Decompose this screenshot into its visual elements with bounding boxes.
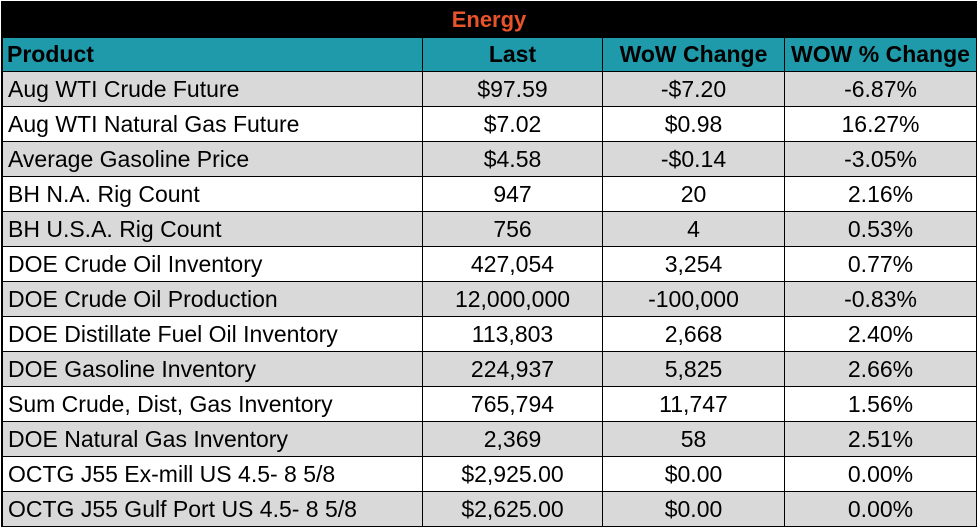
- cell-product: DOE Gasoline Inventory: [2, 351, 423, 387]
- table-row: Aug WTI Crude Future $97.59 -$7.20 -6.87%: [2, 71, 977, 107]
- cell-wow-change: -100,000: [602, 281, 785, 317]
- cell-wow-change: 58: [602, 421, 785, 457]
- cell-wow-change: -$0.14: [602, 141, 785, 177]
- cell-wow-change: 20: [602, 176, 785, 212]
- table-row: DOE Natural Gas Inventory 2,369 58 2.51%: [2, 421, 977, 457]
- cell-last: 224,937: [422, 351, 603, 387]
- cell-product: BH U.S.A. Rig Count: [2, 211, 423, 247]
- cell-wow-change: -$7.20: [602, 71, 785, 107]
- cell-wow-pct-change: 2.40%: [784, 316, 977, 352]
- header-wow-pct-change: WOW % Change: [784, 37, 977, 72]
- cell-wow-pct-change: -3.05%: [784, 141, 977, 177]
- header-product: Product: [2, 37, 423, 72]
- cell-last: $97.59: [422, 71, 603, 107]
- cell-product: DOE Natural Gas Inventory: [2, 421, 423, 457]
- cell-wow-change: 5,825: [602, 351, 785, 387]
- cell-product: Aug WTI Natural Gas Future: [2, 106, 423, 142]
- table-row: DOE Crude Oil Production 12,000,000 -100,0…: [2, 281, 977, 317]
- cell-wow-pct-change: -6.87%: [784, 71, 977, 107]
- cell-product: OCTG J55 Gulf Port US 4.5- 8 5/8: [2, 491, 423, 527]
- cell-product: BH N.A. Rig Count: [2, 176, 423, 212]
- table-row: OCTG J55 Gulf Port US 4.5- 8 5/8 $2,625.0…: [2, 491, 977, 527]
- cell-wow-pct-change: 2.66%: [784, 351, 977, 387]
- cell-wow-pct-change: 16.27%: [784, 106, 977, 142]
- table-row: DOE Gasoline Inventory 224,937 5,825 2.66%: [2, 351, 977, 387]
- cell-last: 2,369: [422, 421, 603, 457]
- cell-wow-pct-change: -0.83%: [784, 281, 977, 317]
- header-last: Last: [422, 37, 603, 72]
- cell-product: DOE Crude Oil Inventory: [2, 246, 423, 282]
- cell-wow-change: 4: [602, 211, 785, 247]
- cell-wow-pct-change: 2.16%: [784, 176, 977, 212]
- cell-wow-change: 11,747: [602, 386, 785, 422]
- cell-product: Average Gasoline Price: [2, 141, 423, 177]
- cell-wow-change: $0.00: [602, 491, 785, 527]
- cell-last: $7.02: [422, 106, 603, 142]
- cell-wow-change: $0.98: [602, 106, 785, 142]
- cell-wow-pct-change: 0.77%: [784, 246, 977, 282]
- cell-last: 113,803: [422, 316, 603, 352]
- cell-last: 756: [422, 211, 603, 247]
- table-row: Average Gasoline Price $4.58 -$0.14 -3.05%: [2, 141, 977, 177]
- table-row: BH N.A. Rig Count 947 20 2.16%: [2, 176, 977, 212]
- cell-last: 765,794: [422, 386, 603, 422]
- cell-wow-pct-change: 2.51%: [784, 421, 977, 457]
- cell-wow-pct-change: 1.56%: [784, 386, 977, 422]
- cell-product: Sum Crude, Dist, Gas Inventory: [2, 386, 423, 422]
- cell-last: 947: [422, 176, 603, 212]
- table-body: Aug WTI Crude Future $97.59 -$7.20 -6.87% Au…: [2, 71, 977, 527]
- cell-wow-pct-change: 0.00%: [784, 456, 977, 492]
- cell-last: 427,054: [422, 246, 603, 282]
- cell-product: Aug WTI Crude Future: [2, 71, 423, 107]
- table-row: OCTG J55 Ex-mill US 4.5- 8 5/8 $2,925.00 $…: [2, 456, 977, 492]
- table-row: Aug WTI Natural Gas Future $7.02 $0.98 16.2…: [2, 106, 977, 142]
- table-row: DOE Distillate Fuel Oil Inventory 113,803…: [2, 316, 977, 352]
- data-table: Product Last WoW Change WOW % Change Aug…: [2, 37, 977, 527]
- cell-product: DOE Distillate Fuel Oil Inventory: [2, 316, 423, 352]
- cell-wow-pct-change: 0.53%: [784, 211, 977, 247]
- table-title: Energy: [2, 2, 976, 37]
- cell-product: OCTG J55 Ex-mill US 4.5- 8 5/8: [2, 456, 423, 492]
- cell-product: DOE Crude Oil Production: [2, 281, 423, 317]
- header-wow-change: WoW Change: [602, 37, 785, 72]
- cell-last: $2,925.00: [422, 456, 603, 492]
- table-row: Sum Crude, Dist, Gas Inventory 765,794 11,…: [2, 386, 977, 422]
- cell-last: $4.58: [422, 141, 603, 177]
- cell-wow-pct-change: 0.00%: [784, 491, 977, 527]
- cell-wow-change: 2,668: [602, 316, 785, 352]
- cell-wow-change: $0.00: [602, 456, 785, 492]
- cell-last: 12,000,000: [422, 281, 603, 317]
- cell-wow-change: 3,254: [602, 246, 785, 282]
- table-row: DOE Crude Oil Inventory 427,054 3,254 0.77%: [2, 246, 977, 282]
- header-row: Product Last WoW Change WOW % Change: [2, 37, 977, 72]
- cell-last: $2,625.00: [422, 491, 603, 527]
- table-row: BH U.S.A. Rig Count 756 4 0.53%: [2, 211, 977, 247]
